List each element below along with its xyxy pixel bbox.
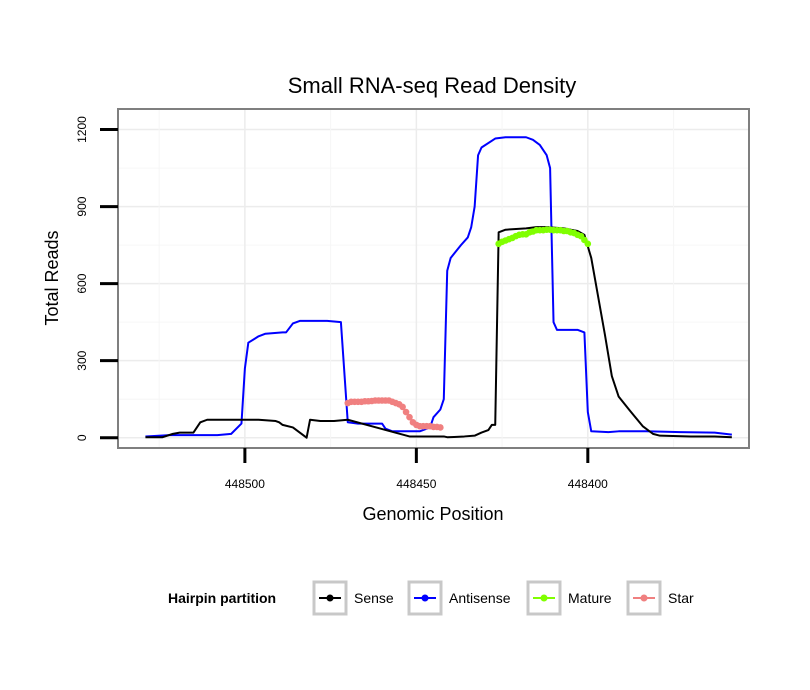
x-tick-label: 448500 [225,477,265,491]
legend: Hairpin partition Sense Antisense Mature St… [168,580,694,616]
legend-label-antisense: Antisense [449,590,511,606]
y-tick-label: 0 [75,434,89,441]
legend-key-dot [640,594,648,602]
series-line-antisense [145,136,732,438]
y-tick-label: 300 [75,350,89,370]
plot-panel [117,108,750,449]
legend-label-mature: Mature [568,590,612,606]
data-point-star [402,408,410,416]
y-tick-label: 900 [75,196,89,216]
legend-label-sense: Sense [354,590,394,606]
series-line-sense [145,226,732,439]
y-tick-label: 1200 [75,116,89,143]
legend-key-dot [326,594,334,602]
y-axis-title: Total Reads [42,230,62,325]
axes: 448500 448450 448400 0 300 600 900 1200 [75,116,608,491]
data-point-star [399,403,406,411]
chart-title: Small RNA-seq Read Density [288,73,577,98]
data-point-star [406,413,413,421]
x-tick-label: 448400 [568,477,608,491]
x-axis-title: Genomic Position [362,504,503,524]
legend-key-dot [421,594,429,602]
data-point-mature [584,240,592,248]
x-tick-label: 448450 [396,477,436,491]
legend-title: Hairpin partition [168,590,276,606]
data-point-star [437,424,444,431]
grid [119,110,748,447]
series-layer [145,136,732,439]
legend-label-star: Star [668,590,694,606]
y-tick-label: 600 [75,273,89,293]
legend-key-dot [540,594,548,602]
